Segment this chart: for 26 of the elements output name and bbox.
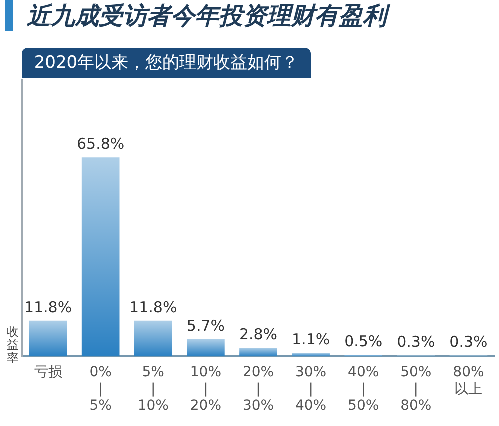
data-label: 2.8% [239, 326, 278, 344]
bar [187, 339, 225, 357]
x-axis-title: 收益率 [7, 325, 19, 365]
data-label: 5.7% [186, 316, 225, 335]
x-tick-label: 80% 以上 [453, 364, 484, 398]
data-label: 0.5% [344, 332, 383, 350]
x-tick-label: 20% | 30% [242, 364, 274, 414]
bar [29, 320, 68, 357]
x-tick-label: 30% | 40% [295, 364, 327, 414]
data-label: 11.8% [24, 298, 72, 316]
data-label: 0.3% [397, 333, 436, 352]
data-label: 11.8% [130, 298, 178, 316]
x-tick-label: 40% | 50% [348, 364, 380, 414]
x-tick-label: 5% | 10% [138, 364, 169, 414]
bar [134, 320, 172, 357]
bar [240, 348, 278, 357]
data-label: 0.3% [450, 333, 488, 352]
x-tick-label: 50% | 80% [400, 364, 432, 414]
data-label: 65.8% [77, 135, 125, 153]
x-tick-label: 0% | 5% [90, 364, 112, 414]
bar [292, 353, 330, 357]
chart-subtitle: 2020年以来，您的理财收益如何？ [22, 48, 311, 78]
x-tick-label: 10% | 20% [190, 364, 222, 414]
data-label: 1.1% [292, 330, 330, 349]
x-tick-label: 亏损 [34, 364, 62, 381]
bar [82, 158, 120, 357]
